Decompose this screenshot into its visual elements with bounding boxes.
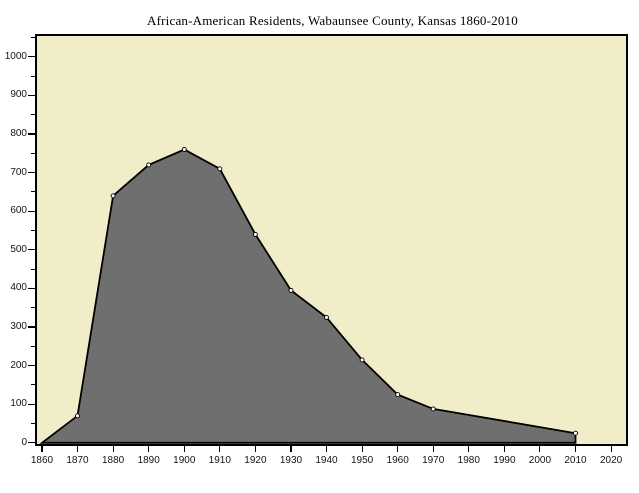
y-axis-tick [28,210,35,212]
x-axis-tick [290,446,292,452]
x-axis-tick [76,446,79,452]
y-axis-tick-label: 300 [10,321,27,332]
data-point-1880 [110,193,116,199]
data-point-1940 [324,314,329,320]
y-axis-minor-tick [31,345,35,347]
y-axis-tick [28,172,35,174]
y-axis-tick [28,133,35,135]
x-axis-tick [325,446,328,452]
x-axis-tick-label: 1990 [493,455,516,466]
y-axis-minor-tick [31,307,35,309]
data-point-1930 [288,287,294,293]
x-axis-tick-label: 1930 [279,455,303,466]
area-series [39,147,578,444]
x-axis-tick-label: 1890 [137,455,160,466]
y-axis-tick [28,249,35,251]
data-point-1970 [430,406,436,412]
y-axis-minor-tick [31,114,35,116]
x-axis-tick [148,446,150,452]
x-axis-tick-label: 1920 [244,455,267,466]
y-axis-tick [28,56,35,58]
data-point-1890 [146,162,152,168]
y-axis-tick-label: 1000 [4,50,27,62]
y-axis-minor-tick [31,422,35,425]
x-axis-tick [112,446,114,452]
x-axis-tick [468,446,470,452]
data-point-1920 [252,231,258,237]
data-point-1900 [181,147,187,152]
y-axis-minor-tick [31,229,35,232]
plot-area [35,34,628,446]
y-axis-tick [28,326,35,328]
x-axis-tick [361,446,363,452]
x-axis-tick-label: 1900 [173,455,196,466]
y-axis-tick [28,403,35,405]
x-axis-tick [574,446,577,452]
x-axis-tick-label: 1960 [386,455,409,466]
x-axis-tick [539,446,541,452]
y-axis-tick-label: 900 [10,89,27,101]
x-axis-tick-label: 1860 [30,455,54,466]
y-axis-tick-label: 800 [10,128,27,139]
x-axis-tick-label: 1940 [315,455,338,466]
y-axis-minor-tick [31,191,35,193]
y-axis-minor-tick [31,268,35,270]
y-axis-tick [28,365,35,367]
chart-title: African-American Residents, Wabaunsee Co… [147,13,518,28]
x-axis-tick [432,446,434,452]
x-axis-tick-label: 2010 [564,455,587,466]
x-axis-tick-label: 1980 [457,455,480,466]
x-axis-tick [254,446,256,452]
x-axis-tick-label: 1870 [66,455,89,466]
y-axis-tick-label: 600 [10,205,27,217]
x-axis-tick-label: 1970 [422,455,445,466]
x-axis-tick [397,446,399,452]
x-axis-tick-label: 1880 [101,455,125,466]
data-point-1950 [359,357,365,363]
y-axis-minor-tick [31,152,35,154]
y-axis-tick-label: 400 [10,282,27,294]
x-axis-tick-label: 2000 [528,455,552,466]
y-axis-tick-label: 200 [10,359,27,371]
y-axis-tick-label: 500 [10,243,27,255]
y-axis-tick-label: 100 [10,398,27,410]
area-fill [39,148,577,444]
data-point-2010 [573,430,578,436]
x-axis-tick-label: 1950 [350,455,374,466]
x-axis-tick [183,446,185,452]
x-axis-tick [219,446,221,452]
y-axis-tick [28,94,35,96]
y-axis-tick-label: 700 [10,166,27,178]
y-axis-minor-tick [31,384,35,386]
data-point-1960 [395,392,401,398]
data-point-1910 [217,166,223,172]
y-axis-tick [28,442,35,444]
x-axis-tick-label: 2020 [599,455,623,466]
x-axis-tick [503,446,505,452]
data-point-1870 [75,413,80,419]
y-axis-minor-tick [31,75,35,77]
y-axis-tick-label: 0 [21,436,27,448]
x-axis-tick [41,446,43,452]
y-axis-tick [28,287,35,289]
x-axis-tick-label: 1910 [208,455,231,466]
y-axis-minor-tick [31,36,35,39]
x-axis-tick [610,446,612,452]
